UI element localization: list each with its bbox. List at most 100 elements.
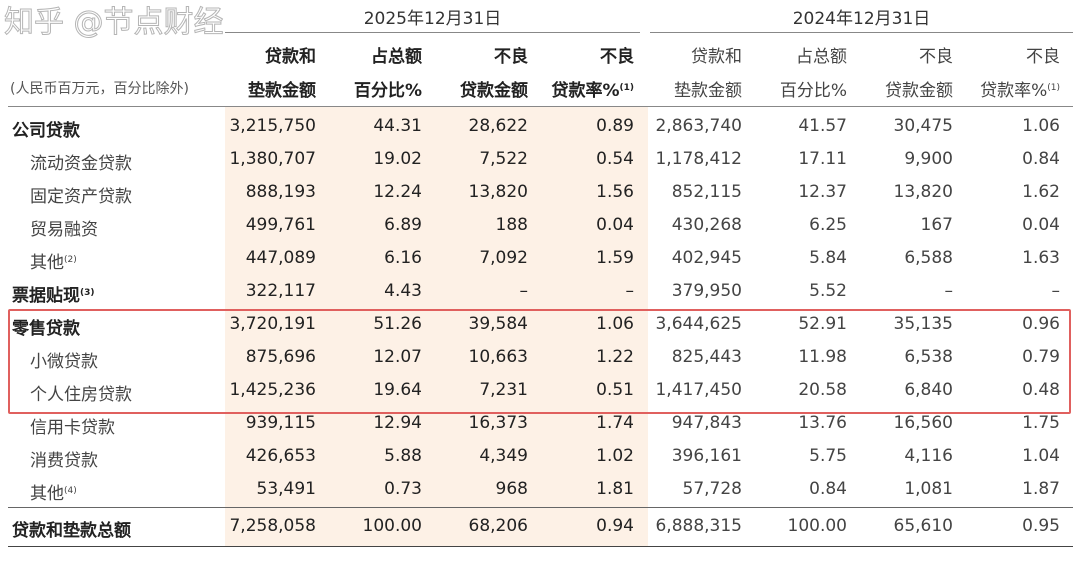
table-row: 公司贷款 3,215,750 44.31 28,622 0.89 2,863,740 41.…: [0, 110, 1080, 143]
cell-v2025-1: 0.73: [384, 479, 422, 499]
cell-v2025-3: 1.02: [596, 446, 634, 466]
row-label-text: 小微贷款: [30, 352, 98, 372]
cell-v2024-3: 0.48: [1022, 380, 1060, 400]
footnote-marker: (1): [1047, 83, 1060, 93]
cell-v2025-1: 51.26: [373, 314, 422, 334]
row-label: 流动资金贷款: [30, 149, 132, 174]
cell-v2025-3: 0.94: [596, 516, 634, 536]
table-row: 贷款和垫款总额 7,258,058 100.00 68,206 0.94 6,888,31…: [0, 510, 1080, 543]
row-label-text: 信用卡贷款: [30, 418, 115, 438]
row-label-text: 个人住房贷款: [30, 385, 132, 405]
row-label: 其他(4): [30, 479, 77, 504]
cell-v2025-1: 5.88: [384, 446, 422, 466]
units-note: (人民币百万元，百分比除外): [10, 81, 189, 97]
cell-v2025-3: 1.59: [596, 248, 634, 268]
column-header-line2: 百分比%: [312, 76, 422, 101]
cell-v2025-0: 875,696: [245, 347, 316, 367]
cell-v2025-3: 1.74: [596, 413, 634, 433]
row-label-text: 票据贴现: [12, 286, 80, 306]
cell-v2025-1: 12.94: [373, 413, 422, 433]
column-header-text: 百分比%: [779, 81, 847, 101]
row-label: 消费贷款: [30, 446, 98, 471]
cell-v2025-0: 3,215,750: [229, 116, 316, 136]
row-label-text: 流动资金贷款: [30, 154, 132, 174]
period-2024-header: 2024年12月31日: [792, 9, 931, 29]
cell-v2024-1: 13.76: [798, 413, 847, 433]
cell-v2024-0: 57,728: [682, 479, 742, 499]
column-header-line1: 占总额: [796, 47, 847, 67]
cell-v2025-0: 53,491: [256, 479, 316, 499]
column-header-line1: 占总额: [371, 47, 422, 67]
cell-v2025-0: 447,089: [245, 248, 316, 268]
cell-v2024-0: 379,950: [671, 281, 742, 301]
row-label: 零售贷款: [12, 314, 80, 339]
column-header-text: 垫款金额: [248, 81, 316, 101]
table-row: 固定资产贷款 888,193 12.24 13,820 1.56 852,115 12.37…: [0, 176, 1080, 209]
table-row: 流动资金贷款 1,380,707 19.02 7,522 0.54 1,178,412 17…: [0, 143, 1080, 176]
cell-v2024-2: 4,116: [904, 446, 953, 466]
cell-v2024-3: 0.96: [1022, 314, 1060, 334]
cell-v2024-0: 402,945: [671, 248, 742, 268]
table-row: 个人住房贷款 1,425,236 19.64 7,231 0.51 1,417,450 20…: [0, 374, 1080, 407]
cell-v2025-2: 16,373: [468, 413, 528, 433]
cell-v2024-1: 12.37: [798, 182, 847, 202]
period-2025-header: 2025年12月31日: [363, 9, 502, 29]
cell-v2024-3: 0.04: [1022, 215, 1060, 235]
table-row: 其他(4) 53,491 0.73 968 1.81 57,728 0.84 1,081 1.8…: [0, 473, 1080, 506]
table-row: 其他(2) 447,089 6.16 7,092 1.59 402,945 5.84 6,58…: [0, 242, 1080, 275]
cell-v2025-3: 0.04: [596, 215, 634, 235]
cell-v2024-2: 65,610: [893, 516, 953, 536]
table-row: 零售贷款 3,720,191 51.26 39,584 1.06 3,644,625 52.…: [0, 308, 1080, 341]
cell-v2024-1: 5.75: [809, 446, 847, 466]
cell-v2024-1: 20.58: [798, 380, 847, 400]
column-header-line1: 贷款和: [265, 47, 316, 67]
cell-v2024-3: 1.04: [1022, 446, 1060, 466]
cell-v2025-0: 499,761: [245, 215, 316, 235]
cell-v2025-0: 426,653: [245, 446, 316, 466]
row-label: 其他(2): [30, 248, 77, 273]
cell-v2024-0: 396,161: [671, 446, 742, 466]
cell-v2025-0: 939,115: [245, 413, 316, 433]
row-label: 固定资产贷款: [30, 182, 132, 207]
cell-v2024-0: 6,888,315: [655, 516, 742, 536]
cell-v2025-2: 68,206: [468, 516, 528, 536]
divider: [225, 32, 640, 33]
cell-v2024-3: 0.79: [1022, 347, 1060, 367]
cell-v2025-1: 12.07: [373, 347, 422, 367]
retail-highlight-box: [8, 309, 1071, 414]
cell-v2024-2: 13,820: [893, 182, 953, 202]
cell-v2024-2: 6,538: [904, 347, 953, 367]
cell-v2025-2: 968: [495, 479, 528, 499]
cell-v2024-1: 41.57: [798, 116, 847, 136]
cell-v2024-0: 3,644,625: [655, 314, 742, 334]
row-label-text: 零售贷款: [12, 319, 80, 339]
cell-v2025-3: –: [625, 281, 635, 301]
column-header-line2: 贷款率%(1): [950, 76, 1060, 101]
column-header-line2: 垫款金额: [632, 76, 742, 101]
column-header-line1: 贷款和: [691, 47, 742, 67]
cell-v2024-2: 1,081: [904, 479, 953, 499]
table-row: 小微贷款 875,696 12.07 10,663 1.22 825,443 11.98 6,…: [0, 341, 1080, 374]
cell-v2024-2: 6,588: [904, 248, 953, 268]
cell-v2024-1: 52.91: [798, 314, 847, 334]
cell-v2025-0: 1,425,236: [229, 380, 316, 400]
column-header-line2: 贷款金额: [418, 76, 528, 101]
cell-v2024-1: 5.84: [809, 248, 847, 268]
row-label: 贷款和垫款总额: [12, 516, 131, 541]
cell-v2025-0: 888,193: [245, 182, 316, 202]
footnote-marker: (3): [80, 288, 95, 298]
cell-v2024-1: 5.52: [809, 281, 847, 301]
cell-v2024-2: 6,840: [904, 380, 953, 400]
column-header-line1: 不良: [600, 47, 634, 67]
row-label-text: 其他: [30, 253, 64, 273]
footnote-marker: (2): [64, 255, 77, 265]
column-header-line1: 不良: [1026, 47, 1060, 67]
cell-v2024-1: 100.00: [787, 516, 847, 536]
watermark: 知乎 @节点财经: [4, 5, 225, 40]
cell-v2025-1: 44.31: [373, 116, 422, 136]
column-header-text: 贷款率%: [980, 81, 1048, 101]
cell-v2025-2: 13,820: [468, 182, 528, 202]
cell-v2025-3: 1.22: [596, 347, 634, 367]
cell-v2025-2: 28,622: [468, 116, 528, 136]
cell-v2024-3: 0.95: [1022, 516, 1060, 536]
